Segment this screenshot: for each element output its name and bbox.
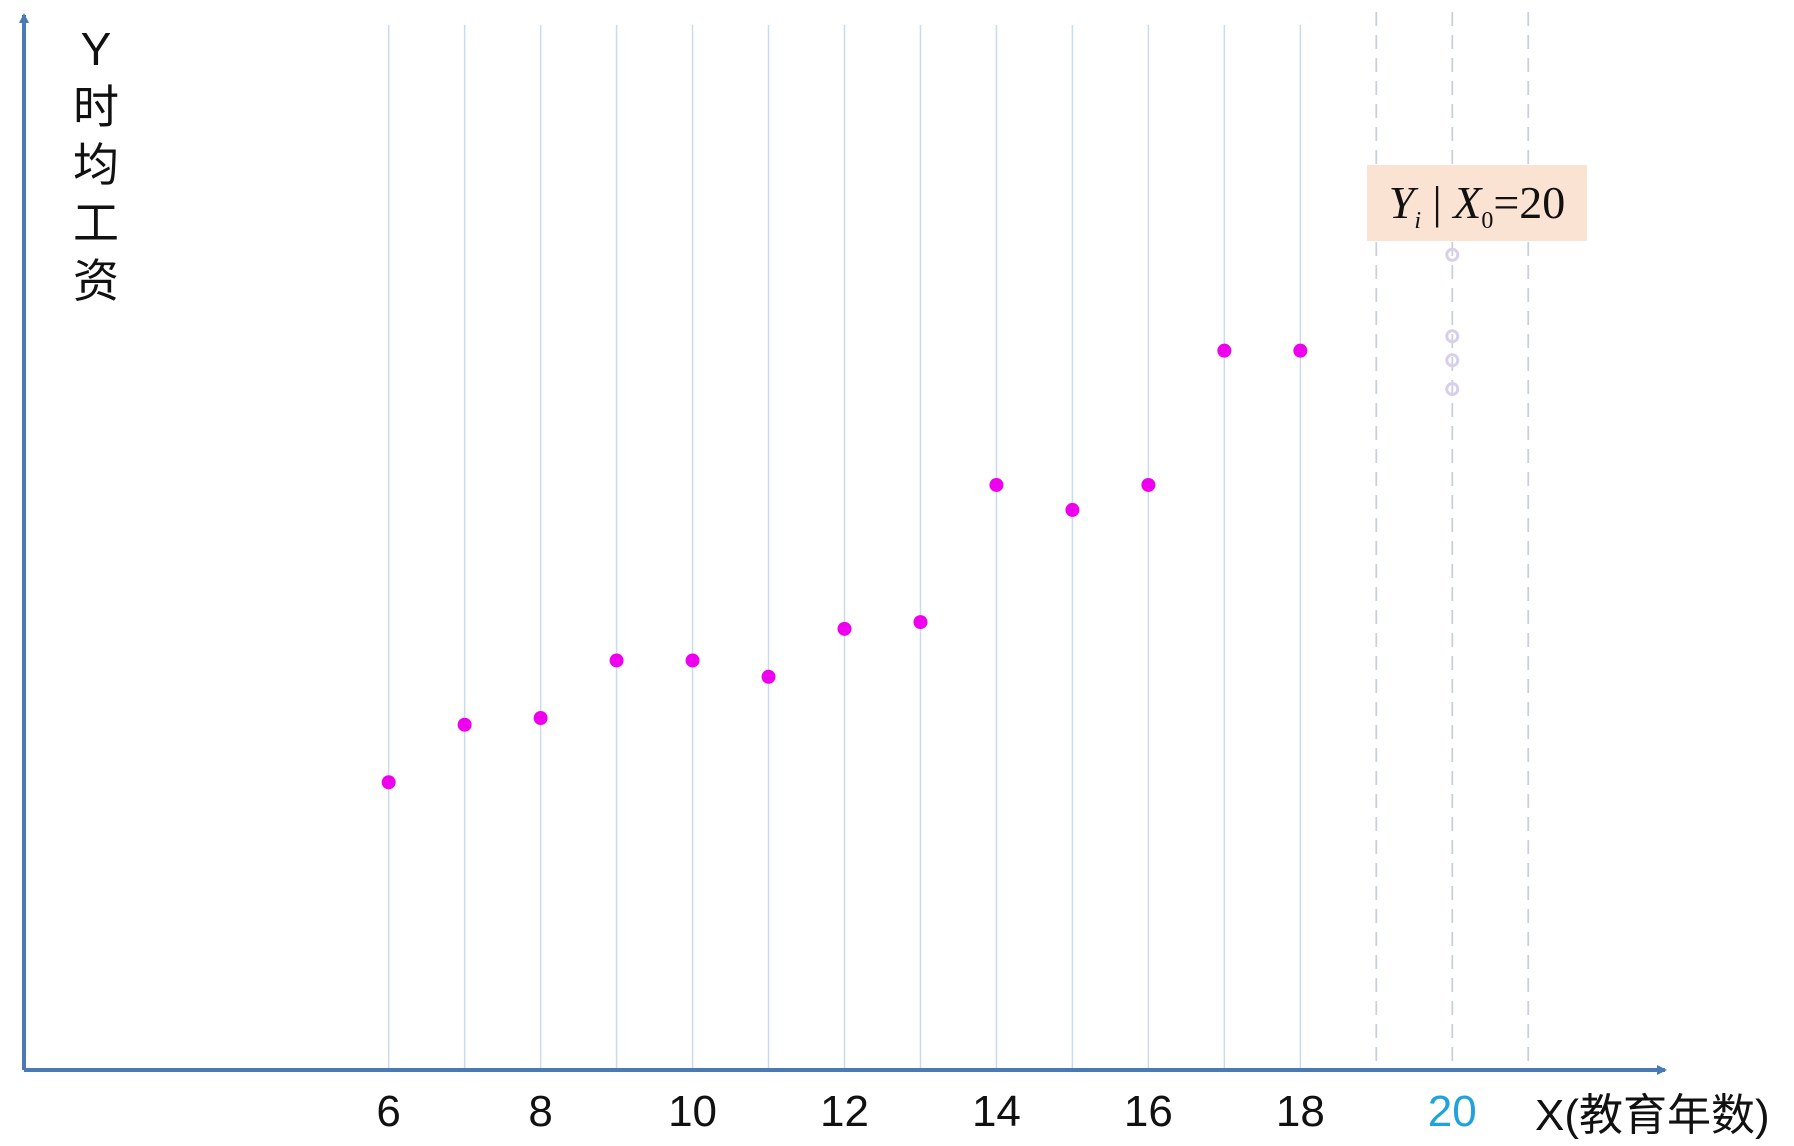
y-axis-label-char: 资 (73, 255, 119, 307)
x-tick-label: 8 (528, 1087, 552, 1136)
x-tick-label: 16 (1124, 1087, 1173, 1136)
data-point (1293, 343, 1308, 358)
data-point (1065, 502, 1080, 517)
data-point (1217, 343, 1232, 358)
y-axis-label-char: 工 (73, 197, 119, 249)
conditional-annotation-box: Yi | X0=20 (1367, 165, 1587, 241)
y-axis-label-char: Y (80, 23, 112, 75)
x-tick-label: 6 (376, 1087, 400, 1136)
conditional-point (1445, 247, 1460, 262)
y-axis-label-char: 均 (73, 139, 119, 191)
y-axis-label-char: 时 (73, 81, 119, 133)
x-tick-label: 20 (1428, 1087, 1477, 1136)
data-point (609, 653, 624, 668)
data-point (913, 615, 928, 630)
x-tick-label: 14 (972, 1087, 1021, 1136)
x-tick-label: 10 (668, 1087, 717, 1136)
x-tick-labels: 6 8 10 12 14 16 18 20 (376, 1087, 1476, 1136)
y-axis-label: Y 时 均 工 资 (72, 20, 120, 310)
x-tick-label: 12 (820, 1087, 869, 1136)
data-point (533, 711, 548, 726)
data-point (989, 477, 1004, 492)
conditional-point (1445, 329, 1460, 344)
conditional-formula: Yi | X0=20 (1388, 177, 1566, 234)
data-point (1141, 477, 1156, 492)
data-point (457, 717, 472, 732)
x-axis-label: X(教育年数) (1535, 1091, 1770, 1140)
data-point (685, 653, 700, 668)
conditional-point (1445, 353, 1460, 368)
axes (19, 13, 1667, 1075)
gridlines (387, 12, 1530, 1070)
data-point (381, 775, 396, 790)
data-point (761, 669, 776, 684)
x-tick-label: 18 (1276, 1087, 1325, 1136)
conditional-point (1445, 382, 1460, 397)
data-point (837, 621, 852, 636)
